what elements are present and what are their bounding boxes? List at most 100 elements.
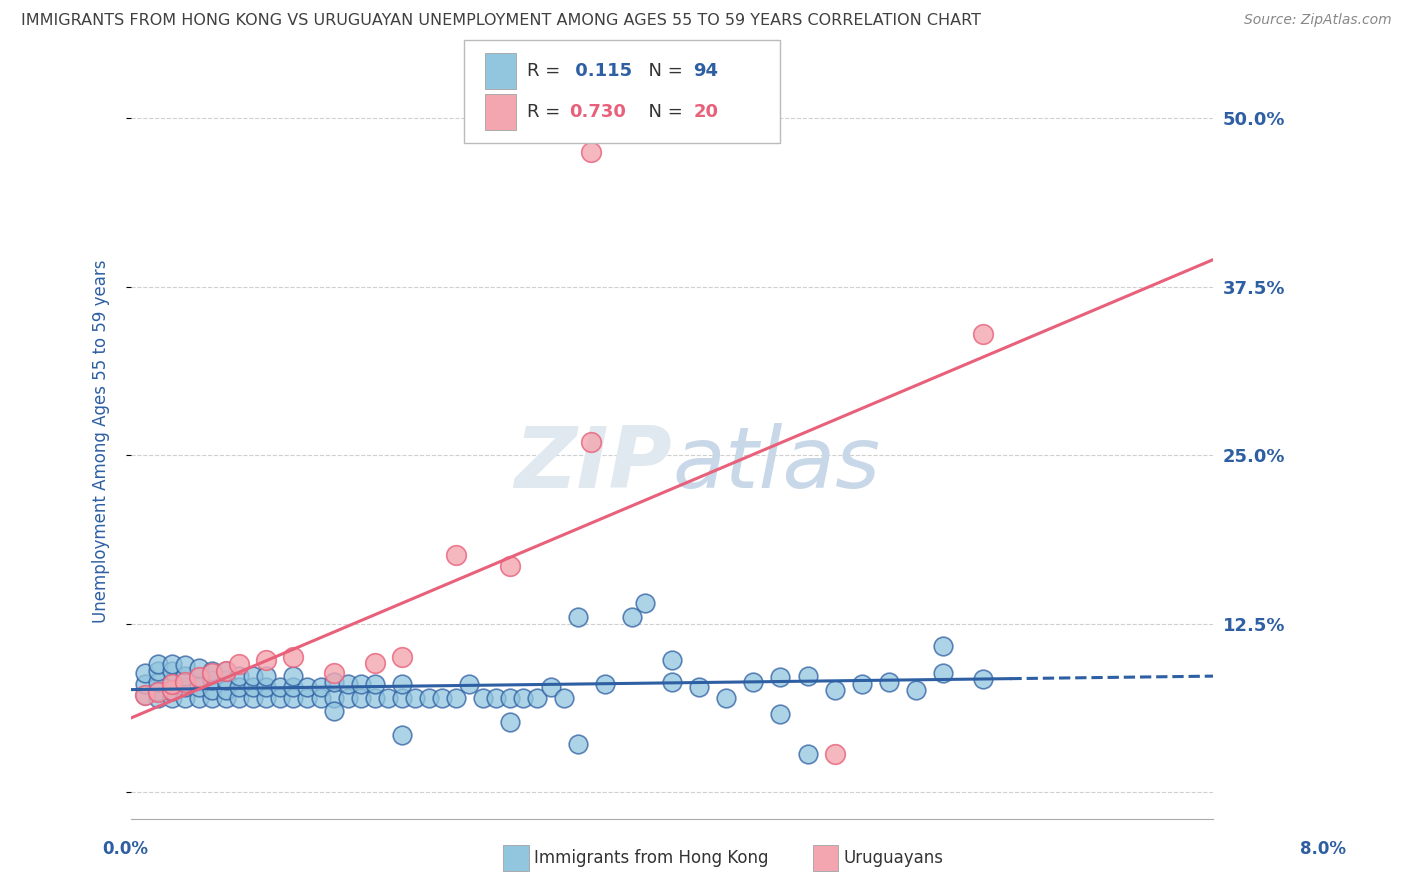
Text: ZIP: ZIP [515,423,672,506]
Point [187,661,209,675]
Point [201,666,224,681]
Point [242,680,264,694]
Point [579,145,602,159]
Point [418,690,440,705]
Point [283,690,305,705]
Point [579,434,602,449]
Point [824,682,846,697]
Point [350,677,373,691]
Point [336,677,359,691]
Point [391,677,413,691]
Point [134,688,156,702]
Point [160,682,183,697]
Point [228,690,250,705]
Point [471,690,494,705]
Point [160,674,183,689]
Point [661,674,683,689]
Point [201,673,224,688]
Point [134,677,156,691]
Point [174,690,197,705]
Point [972,672,994,686]
Text: R =: R = [527,62,567,79]
Point [201,690,224,705]
Point [932,640,955,654]
Point [148,685,170,699]
Point [228,669,250,683]
Point [134,666,156,681]
Point [432,690,454,705]
Point [228,680,250,694]
Point [444,690,467,705]
Point [215,682,238,697]
Point [391,690,413,705]
Point [242,690,264,705]
Point [336,690,359,705]
Point [620,609,643,624]
Point [215,690,238,705]
Point [688,680,710,694]
Point [254,653,277,667]
Text: 0.0%: 0.0% [103,840,149,858]
Point [972,326,994,341]
Text: 8.0%: 8.0% [1299,840,1346,858]
Point [148,690,170,705]
Point [769,706,792,721]
Text: atlas: atlas [672,423,880,506]
Point [215,664,238,678]
Point [269,680,291,694]
Point [309,680,332,694]
Point [904,682,927,697]
Text: Uruguayans: Uruguayans [844,849,943,867]
Text: R =: R = [527,103,567,121]
Point [323,674,346,689]
Text: IMMIGRANTS FROM HONG KONG VS URUGUAYAN UNEMPLOYMENT AMONG AGES 55 TO 59 YEARS CO: IMMIGRANTS FROM HONG KONG VS URUGUAYAN U… [21,13,981,29]
Point [201,682,224,697]
Point [593,677,616,691]
Point [283,650,305,665]
Point [242,669,264,683]
Point [824,747,846,762]
Point [350,690,373,705]
Point [567,737,589,751]
Text: 0.730: 0.730 [569,103,626,121]
Point [174,680,197,694]
Point [283,669,305,683]
Point [444,548,467,562]
Text: N =: N = [637,103,689,121]
Point [540,680,562,694]
Point [254,669,277,683]
Text: 0.115: 0.115 [569,62,633,79]
Point [134,688,156,702]
Text: 94: 94 [693,62,718,79]
Point [391,650,413,665]
Point [661,653,683,667]
Point [323,690,346,705]
Text: Source: ZipAtlas.com: Source: ZipAtlas.com [1244,13,1392,28]
Point [932,666,955,681]
Text: 20: 20 [693,103,718,121]
Point [512,690,534,705]
Point [391,728,413,742]
Point [796,747,818,762]
Point [363,656,385,670]
Point [187,670,209,684]
Y-axis label: Unemployment Among Ages 55 to 59 years: Unemployment Among Ages 55 to 59 years [93,260,110,624]
Point [148,664,170,678]
Point [404,690,426,705]
Point [201,664,224,678]
Point [567,609,589,624]
Point [254,680,277,694]
Point [187,670,209,684]
Point [148,657,170,671]
Point [174,669,197,683]
Point [215,673,238,688]
Point [499,690,522,705]
Point [877,674,900,689]
Point [160,657,183,671]
Point [851,677,873,691]
Point [363,677,385,691]
Point [295,690,318,705]
Point [742,674,765,689]
Point [215,664,238,678]
Point [228,657,250,671]
